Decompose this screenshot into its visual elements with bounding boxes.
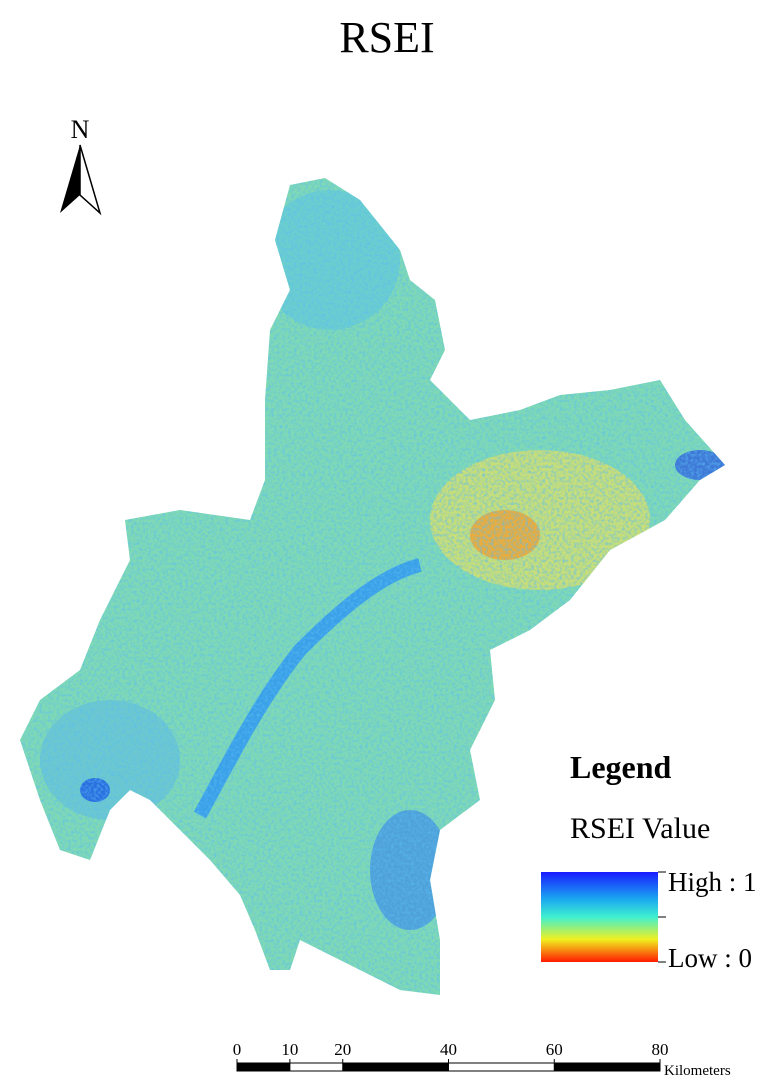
scale-bar-label: 10 xyxy=(281,1040,298,1059)
scale-bar-label: 40 xyxy=(440,1040,457,1059)
scale-bar-label: 80 xyxy=(652,1040,669,1059)
scale-bar: 0 10 20 40 60 80 Kilometers xyxy=(233,1040,731,1079)
north-arrow-left xyxy=(60,145,80,213)
map-title: RSEI xyxy=(339,13,434,62)
legend-low: Low : 0 xyxy=(668,943,752,973)
scale-bar-segment xyxy=(554,1063,660,1071)
north-arrow-right xyxy=(79,144,102,216)
legend-colorbar xyxy=(541,872,658,962)
legend-subtitle: RSEI Value xyxy=(570,812,710,845)
legend-title: Legend xyxy=(570,749,672,785)
north-label: N xyxy=(71,115,90,144)
legend: Legend RSEI Value High : 1 Low : 0 xyxy=(541,749,757,973)
scale-bar-segment xyxy=(342,1063,449,1071)
scale-bar-label: 0 xyxy=(233,1040,242,1059)
scale-bar-label: 60 xyxy=(546,1040,563,1059)
scale-bar-unit: Kilometers xyxy=(664,1063,731,1079)
scale-bar-segment xyxy=(237,1063,290,1071)
north-arrow: N xyxy=(60,115,102,216)
scale-bar-label: 20 xyxy=(334,1040,351,1059)
legend-high: High : 1 xyxy=(668,867,757,897)
